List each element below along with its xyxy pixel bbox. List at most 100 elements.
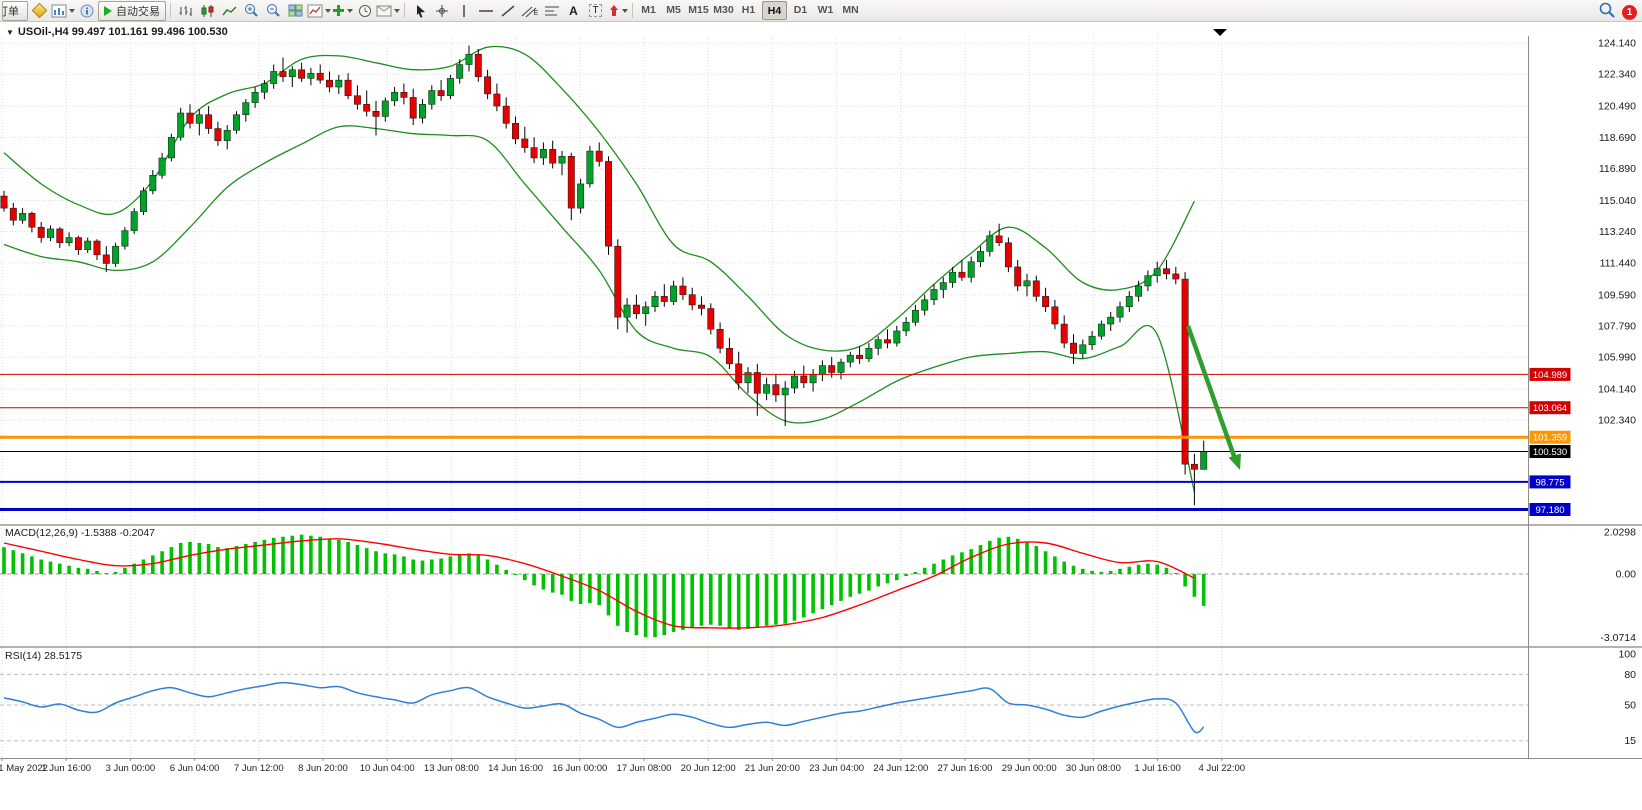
price-badge-103.064 (1529, 401, 1571, 415)
svg-text:111.440: 111.440 (1600, 257, 1637, 269)
svg-text:98.775: 98.775 (1535, 477, 1564, 488)
timeframe-m15[interactable]: M15 (688, 3, 709, 16)
timeframe-h1[interactable]: H1 (741, 3, 756, 16)
label-tool-button[interactable]: T (585, 2, 606, 20)
arrows-tool-button[interactable] (607, 2, 628, 20)
vertical-line-tool-button[interactable] (453, 2, 474, 20)
horizontal-line-tool-button[interactable] (475, 2, 496, 20)
price-badge-100.530 (1529, 445, 1571, 459)
zoom-out-button[interactable] (263, 2, 284, 20)
timeframe-m1[interactable]: M1 (641, 3, 656, 16)
orders-button[interactable]: 订单 (2, 0, 28, 21)
svg-text:101.359: 101.359 (1533, 433, 1567, 444)
svg-text:10 Jun 04:00: 10 Jun 04:00 (360, 763, 415, 774)
indicators-button[interactable] (307, 2, 331, 20)
timeframe-h4[interactable]: H4 (762, 1, 787, 20)
svg-text:107.790: 107.790 (1598, 320, 1636, 332)
svg-text:14 Jun 16:00: 14 Jun 16:00 (488, 763, 543, 774)
svg-text:105.990: 105.990 (1598, 352, 1636, 364)
timeframe-m5[interactable]: M5 (666, 3, 681, 16)
templates-icon (376, 5, 392, 16)
autotrading-button[interactable]: 自动交易 (98, 0, 166, 21)
svg-text:100: 100 (1618, 649, 1636, 661)
svg-text:29 Jun 00:00: 29 Jun 00:00 (1002, 763, 1057, 774)
new-chart-icon (51, 4, 67, 17)
channel-tool-button[interactable]: E (519, 2, 540, 20)
svg-text:122.340: 122.340 (1598, 69, 1636, 81)
svg-text:120.490: 120.490 (1598, 101, 1636, 113)
svg-text:97.180: 97.180 (1535, 505, 1564, 516)
trendline-icon (501, 4, 514, 17)
bar-chart-mode-icon (179, 5, 191, 16)
svg-text:104.140: 104.140 (1598, 384, 1636, 396)
svg-text:116.890: 116.890 (1599, 163, 1636, 175)
period-clock-button[interactable] (354, 2, 375, 20)
svg-text:1 Jun 16:00: 1 Jun 16:00 (41, 763, 91, 774)
autotrading-label: 自动交易 (116, 5, 160, 18)
svg-text:115.040: 115.040 (1599, 195, 1636, 207)
candlestick-mode-icon (201, 4, 213, 17)
caret-icon (394, 8, 400, 13)
cursor-icon (416, 4, 425, 18)
zoom-in-button[interactable] (241, 2, 262, 20)
timeframe-mn[interactable]: MN (842, 3, 859, 16)
svg-text:118.690: 118.690 (1599, 132, 1636, 144)
fibonacci-tool-button[interactable] (541, 2, 562, 20)
channel-label: E (533, 10, 539, 17)
fibonacci-icon (544, 6, 559, 15)
svg-text:17 Jun 08:00: 17 Jun 08:00 (617, 763, 672, 774)
arrows-tool-icon (609, 5, 618, 16)
svg-text:6 Jun 04:00: 6 Jun 04:00 (170, 763, 220, 774)
autotrading-play-icon (104, 5, 112, 16)
separator (170, 3, 171, 18)
text-tool-button[interactable]: A (563, 2, 584, 20)
tile-windows-button[interactable] (285, 2, 306, 20)
rsi-panel: 100 80 50 15 (0, 649, 1636, 747)
down-arrow-line (1185, 325, 1237, 457)
add-indicator-button[interactable] (332, 2, 353, 20)
svg-text:27 Jun 16:00: 27 Jun 16:00 (938, 763, 993, 774)
svg-text:23 Jun 04:00: 23 Jun 04:00 (809, 763, 864, 774)
bar-chart-mode-button[interactable] (175, 2, 196, 20)
timeframe-m30[interactable]: M30 (713, 3, 734, 16)
orders-label: 订单 (3, 5, 19, 18)
svg-text:15: 15 (1624, 735, 1636, 747)
timeframe-d1[interactable]: D1 (793, 3, 808, 16)
svg-text:50: 50 (1624, 700, 1636, 712)
candlestick-mode-button[interactable] (197, 2, 218, 20)
templates-button[interactable] (376, 2, 400, 20)
search-button[interactable] (1599, 2, 1615, 23)
timeframe-group: M1 M5 M15 M30 H1 H4 D1 W1 MN (637, 1, 862, 20)
price-axis[interactable]: 124.140 122.340 120.490 118.690 116.890 115.0… (1598, 38, 1636, 427)
trendline-tool-button[interactable] (497, 2, 518, 20)
crosshair-tool-button[interactable] (431, 2, 452, 20)
svg-text:109.590: 109.590 (1598, 289, 1636, 301)
svg-text:31 May 2022: 31 May 2022 (0, 763, 48, 774)
cursor-tool-button[interactable] (409, 2, 430, 20)
channel-icon (521, 6, 536, 17)
svg-text:102.340: 102.340 (1598, 415, 1636, 427)
new-chart-button[interactable] (51, 2, 75, 20)
line-chart-mode-button[interactable] (219, 2, 240, 20)
tile-windows-icon (288, 4, 303, 16)
separator (404, 3, 405, 18)
svg-text:4 Jul 22:00: 4 Jul 22:00 (1199, 763, 1245, 774)
svg-text:-3.0714: -3.0714 (1600, 632, 1636, 644)
vertical-line-icon (462, 4, 465, 17)
new-order-button[interactable] (29, 2, 50, 20)
caret-icon (621, 8, 628, 13)
svg-text:13 Jun 08:00: 13 Jun 08:00 (424, 763, 479, 774)
svg-text:124.140: 124.140 (1598, 38, 1636, 50)
price-levels: 104.989 103.064 101.359 100.530 98.775 97.180 (0, 367, 1571, 517)
down-arrow-head (1228, 453, 1241, 470)
profiles-button[interactable] (76, 2, 97, 20)
notification-badge[interactable]: 1 (1622, 5, 1637, 20)
timeframe-w1[interactable]: W1 (817, 3, 834, 16)
svg-text:24 Jun 12:00: 24 Jun 12:00 (873, 763, 928, 774)
annotations (1185, 29, 1241, 470)
svg-text:1 Jul 16:00: 1 Jul 16:00 (1134, 763, 1180, 774)
caret-icon (325, 8, 331, 13)
new-order-icon (31, 2, 48, 19)
